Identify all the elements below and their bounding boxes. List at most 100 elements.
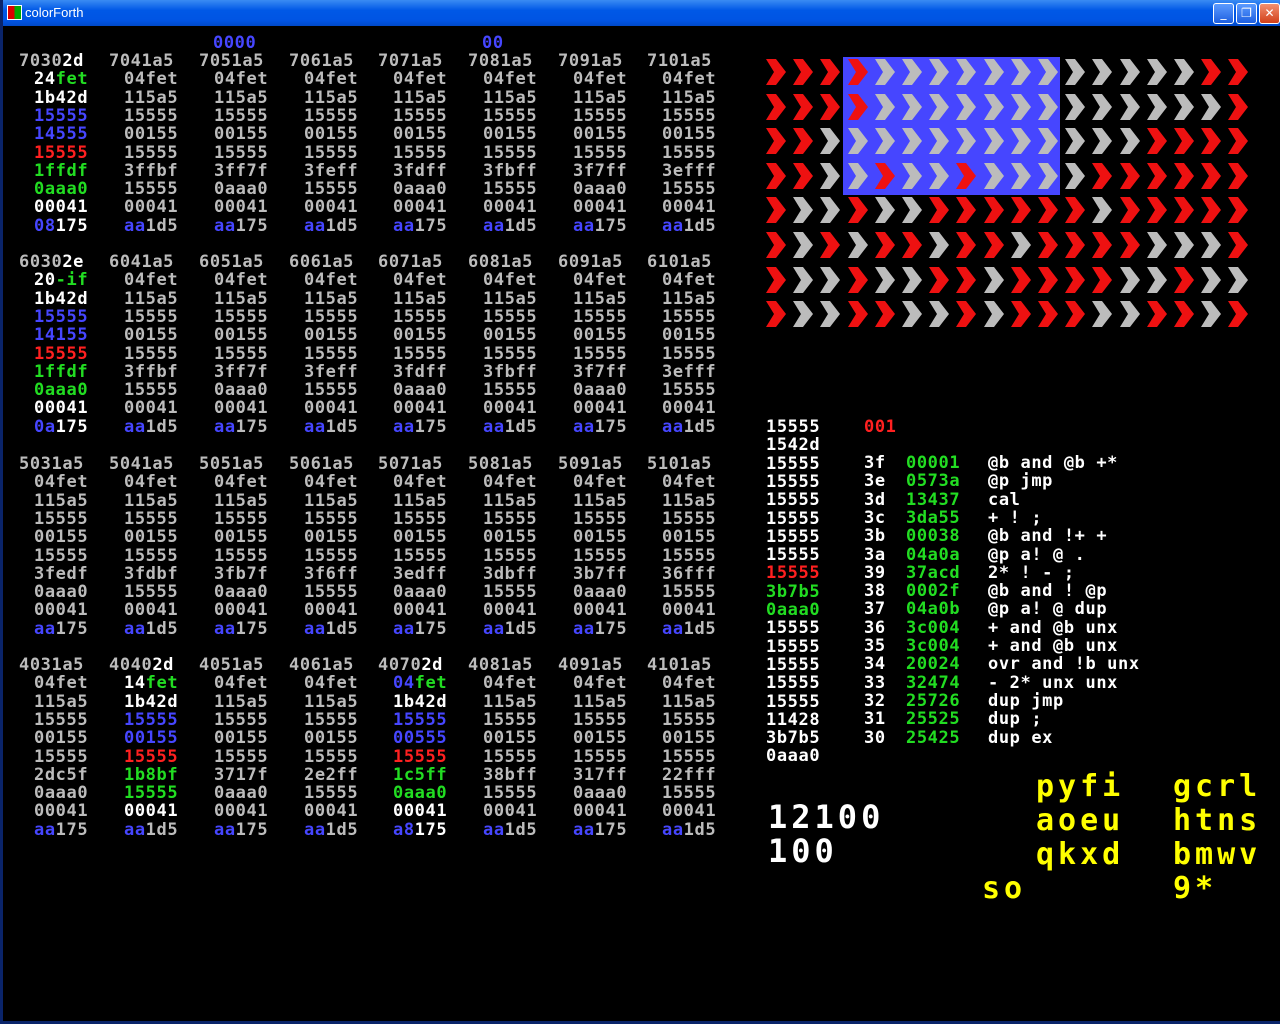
block-header: 6081a5 [468,252,534,272]
flag-image [764,57,1254,334]
flag-chevron [1119,232,1140,258]
flag-chevron [820,128,841,155]
flag-chevron [1174,301,1194,328]
flag-chevron [1228,59,1249,85]
memory-cell: 00041 [304,600,359,621]
stack-item: 15555 [766,545,821,566]
flag-chevron [983,266,1004,293]
flag-chevron [847,59,868,85]
memory-cell: 115a5 [304,490,359,511]
title-bar[interactable]: colorForth _ ❐ ✕ [3,0,1280,26]
memory-cell: 00155 [393,527,448,548]
block-header: 5091a5 [558,454,624,474]
flag-chevron [766,128,786,155]
memory-cell: 04fet [483,472,538,493]
memory-cell: 04fet [214,69,269,90]
memory-cell: 0a175 [34,416,89,437]
memory-cell: 0aaa0 [34,179,89,200]
memory-cell: 04fet [124,472,179,493]
block-header: 4031a5 [19,655,85,675]
flag-chevron [820,162,841,189]
flag-chevron [1092,59,1113,85]
memory-cell: 3feff [304,160,359,181]
block-header: 7101a5 [647,51,713,71]
minimize-button[interactable]: _ [1213,3,1234,24]
decompile-instruction: + and @b unx [988,636,1119,656]
memory-cell: 04fet [304,673,359,694]
memory-cell: 00041 [573,600,628,621]
memory-cell: 0aaa0 [393,380,448,401]
memory-cell: aa175 [393,618,448,639]
colorforth-screen[interactable]: 0000 00 70302d 7041a5 7051a5 7061a5 7071a5 7081… [6,26,1280,1021]
flag-chevron [847,128,868,155]
number-display: 100 [768,832,838,870]
decompile-address: 33 [864,672,886,693]
flag-chevron [820,301,841,328]
memory-cell: 115a5 [393,288,448,309]
memory-cell: 115a5 [483,691,538,712]
flag-chevron [929,162,950,189]
decompile-address: 3d [864,489,886,510]
flag-chevron [983,59,1004,85]
memory-cell: 115a5 [124,490,179,511]
memory-cell: 00155 [214,527,269,548]
maximize-button[interactable]: ❐ [1236,3,1257,24]
flag-chevron [793,162,814,189]
memory-cell: 00041 [124,801,179,822]
block-header: 5041a5 [109,454,175,474]
flag-chevron [983,162,1004,189]
memory-cell: 04fet [662,270,717,291]
memory-cell: aa175 [214,819,269,840]
keyboard-hint: htns [1173,803,1262,838]
memory-cell: 115a5 [662,87,717,108]
memory-cell: 15555 [124,746,179,767]
memory-cell: 08175 [34,215,89,236]
memory-cell: 04fet [214,472,269,493]
memory-cell: 115a5 [214,288,269,309]
memory-cell: 0aaa0 [573,783,628,804]
block-header: 60302e [19,252,85,272]
decompile-address: 32 [864,690,886,711]
flag-chevron [1228,266,1249,293]
memory-cell: aa1d5 [483,819,538,840]
flag-chevron [1065,232,1086,258]
memory-cell: 115a5 [214,691,269,712]
flag-chevron [874,232,895,258]
memory-cell: 00041 [214,600,269,621]
memory-cell: 00041 [124,197,179,218]
flag-chevron [1010,93,1031,120]
memory-cell: 3b7ff [573,563,628,584]
memory-cell: 115a5 [304,288,359,309]
block-header: 5061a5 [289,454,355,474]
memory-cell: 3f7ff [573,361,628,382]
memory-cell: 3ffbf [124,160,179,181]
memory-cell: 00155 [573,325,628,346]
close-button[interactable]: ✕ [1259,3,1280,24]
decompile-address: 35 [864,636,886,656]
memory-cell: 15555 [124,179,179,200]
flag-chevron [820,197,841,224]
memory-cell: 3fdff [393,361,448,382]
flag-chevron [956,128,977,155]
stack-item: 15555 [766,673,821,694]
decompile-instruction: + and @b unx [988,617,1119,638]
decompile-instruction: dup ex [988,727,1054,748]
flag-chevron [793,301,814,328]
stack-item: 11428 [766,709,821,730]
flag-chevron [1146,59,1167,85]
memory-cell: aa175 [34,618,89,639]
memory-cell: aa175 [34,819,89,840]
stack-item: 3b7b5 [766,581,821,602]
memory-cell: 04fet [662,673,717,694]
decompile-instruction: @p a! @ dup [988,599,1108,620]
memory-cell: 15555 [573,545,628,566]
memory-cell: aa1d5 [483,618,538,639]
memory-cell: 00041 [34,600,89,621]
memory-cell: 15555 [573,746,628,767]
memory-cell: 00155 [483,728,538,749]
memory-cell: 15555 [662,582,717,603]
flag-chevron [1201,197,1222,224]
memory-cell: 1b42d [124,691,179,712]
flag-chevron [1038,232,1058,258]
block-header: 7041a5 [109,51,175,71]
